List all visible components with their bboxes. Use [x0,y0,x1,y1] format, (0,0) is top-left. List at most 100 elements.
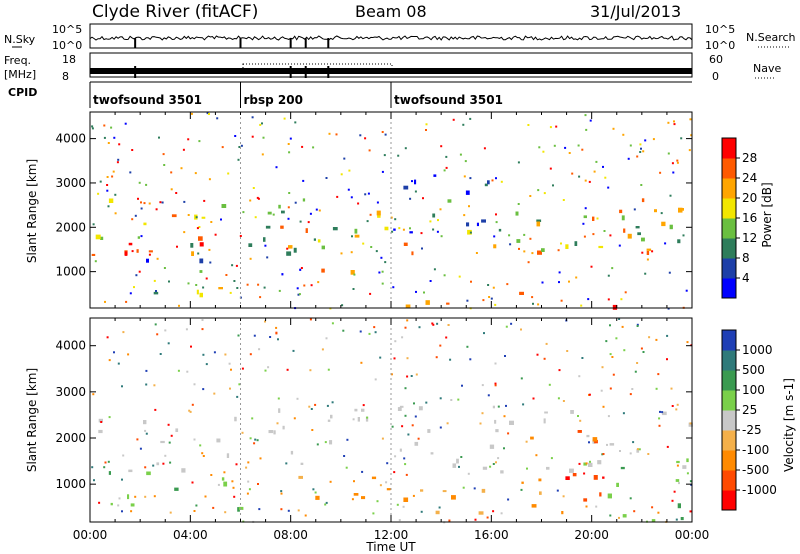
power-noise-cell [312,146,315,149]
power-colorbar-tick-label-5: 24 [742,171,757,185]
velocity-noise-cell [177,369,180,372]
velocity-noise-cell [420,510,423,513]
velocity-cell [592,439,596,444]
power-noise-cell [529,195,532,197]
velocity-noise-cell [601,453,604,456]
power-noise-cell [117,158,120,161]
velocity-noise-cell [247,480,250,483]
velocity-colorbar-swatch-7 [722,350,736,371]
velocity-noise-cell [659,410,661,413]
velocity-noise-cell [557,397,560,400]
power-noise-cell [107,142,110,144]
power-cell [108,198,114,203]
velocity-noise-cell [145,369,148,372]
velocity-noise-cell [618,318,621,320]
velocity-noise-cell [466,345,469,348]
power-cell [124,251,128,256]
power-colorbar-label: Power [dB] [760,182,774,247]
power-noise-cell [92,223,95,226]
power-noise-cell [394,218,397,221]
power-noise-cell [390,216,393,219]
velocity-noise-cell [495,461,497,464]
power-cell [476,222,479,227]
power-noise-cell [443,274,446,277]
velocity-noise-cell [550,457,553,460]
power-noise-cell [114,193,117,196]
power-noise-cell [542,150,545,153]
velocity-colorbar-swatch-0 [722,490,736,511]
power-noise-cell [131,250,134,253]
velocity-noise-cell [379,484,382,487]
power-cell [637,232,641,236]
velocity-noise-cell [634,370,637,373]
velocity-noise-cell [673,490,676,493]
power-noise-cell [488,296,491,298]
velocity-noise-cell [675,518,678,521]
power-cell [446,302,450,305]
power-cell [313,238,316,241]
power-noise-cell [411,180,413,183]
power-noise-cell [517,161,520,164]
power-noise-cell [366,220,369,223]
power-cell [288,245,293,249]
power-cell [612,304,618,310]
power-noise-cell [558,271,561,274]
velocity-noise-cell [401,336,404,339]
velocity-noise-cell [450,399,453,401]
power-cell [280,225,284,229]
velocity-noise-cell [286,368,289,371]
power-noise-cell [517,203,520,205]
power-noise-cell [492,286,495,289]
velocity-noise-cell [666,358,668,361]
power-cell [199,242,204,247]
velocity-noise-cell [483,332,485,335]
power-noise-cell [421,247,423,250]
velocity-noise-cell [631,388,634,390]
velocity-cell [583,498,588,502]
velocity-noise-cell [686,472,689,475]
velocity-noise-cell [406,319,409,322]
power-noise-cell [283,117,286,120]
power-noise-cell [266,256,269,259]
power-cell [198,236,203,241]
velocity-noise-cell [202,388,205,391]
velocity-noise-cell [152,464,155,467]
power-cell [623,228,626,233]
velocity-noise-cell [503,447,505,450]
power-noise-cell [375,250,378,253]
velocity-noise-cell [241,431,244,434]
power-noise-cell [443,169,446,172]
velocity-noise-cell [201,319,204,321]
power-cell [447,199,452,203]
velocity-cell [544,411,548,414]
power-noise-cell [475,252,478,254]
velocity-noise-cell [236,395,239,398]
velocity-noise-cell [373,326,376,329]
power-noise-cell [362,242,365,245]
velocity-cell [676,460,680,464]
velocity-noise-cell [402,505,405,508]
power-noise-cell [508,234,511,237]
velocity-noise-cell [285,462,288,465]
power-noise-cell [229,291,232,294]
power-cell [541,248,545,252]
velocity-colorbar-tick-label-7: -1000 [742,483,777,497]
velocity-noise-cell [670,387,673,390]
power-noise-cell [343,157,346,160]
power-noise-cell [680,137,683,140]
velocity-noise-cell [457,398,460,401]
power-colorbar-swatch-6 [722,158,736,179]
velocity-noise-cell [169,511,172,514]
power-noise-cell [350,196,353,199]
velocity-noise-cell [254,438,257,441]
velocity-noise-cell [676,403,679,406]
cpid-segments: twofsound 3501 rbsp 200 twofsound 3501 [89,81,692,108]
power-ytick-label-3: 4000 [55,132,86,146]
power-noise-cell [112,170,115,173]
velocity-cell [661,411,667,416]
power-cell [536,219,542,222]
velocity-noise-cell [489,465,492,468]
power-cell [680,208,684,211]
power-noise-cell [592,233,595,236]
velocity-cell [282,425,285,430]
